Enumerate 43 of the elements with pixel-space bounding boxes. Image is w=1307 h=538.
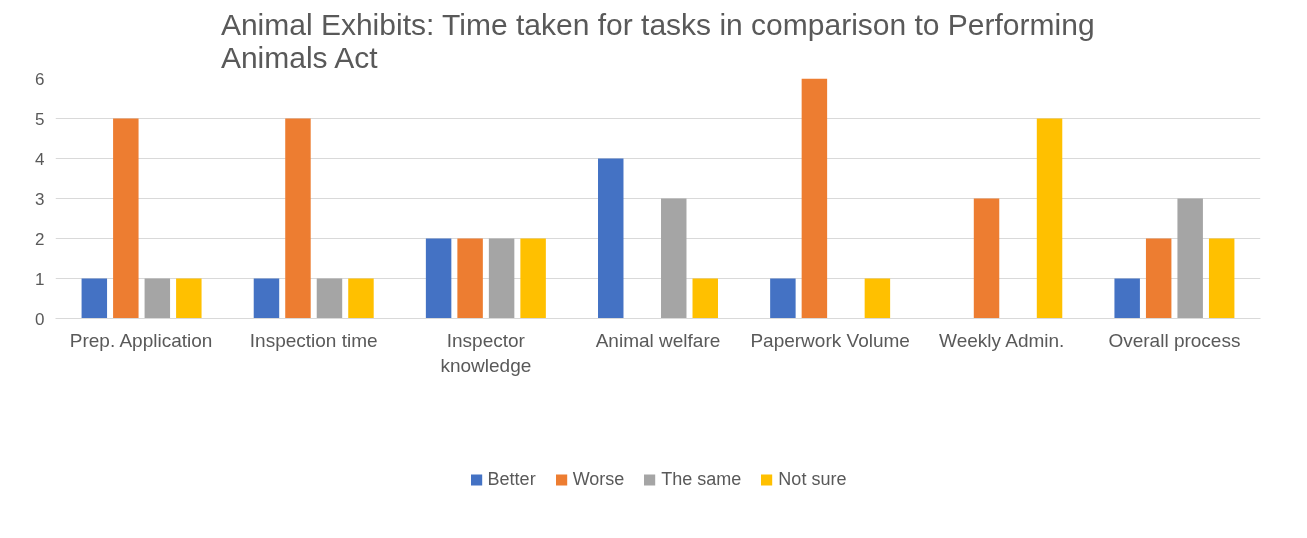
bar (176, 278, 202, 319)
bar (425, 238, 452, 319)
x-tick-label: Inspection time (249, 329, 378, 351)
bar (692, 278, 718, 319)
y-tick-label: 0 (35, 309, 45, 329)
bar (1177, 198, 1203, 319)
bar (661, 198, 687, 319)
x-tick-label: Animal welfare (595, 329, 721, 351)
x-tick-label: Weekly Admin. (939, 329, 1065, 351)
x-tick-label: Overall process (1108, 329, 1241, 351)
bar (144, 278, 171, 319)
y-tick-label: 1 (35, 269, 45, 289)
bar (598, 158, 624, 319)
bar (520, 238, 546, 319)
y-tick-label: 5 (35, 109, 45, 129)
bar (1114, 278, 1140, 319)
bar (457, 238, 483, 319)
bar (864, 278, 891, 319)
bar (113, 118, 139, 319)
chart-title: Animal Exhibits: Time taken for tasks in comparison to Performing Animals Act (220, 7, 1095, 74)
bar (1036, 118, 1063, 319)
x-tick-label: Paperwork Volume (750, 329, 910, 351)
legend-label: The same (661, 468, 742, 490)
y-tick-label: 3 (35, 189, 45, 209)
bar (801, 78, 828, 319)
x-tick-label: Inspector knowledge (440, 329, 532, 376)
legend-label: Better (487, 468, 536, 490)
bar (348, 278, 374, 319)
legend-label: Worse (572, 468, 625, 490)
legend-label: Not sure (778, 468, 847, 490)
bar (316, 278, 343, 319)
y-tick-label: 2 (35, 229, 45, 249)
bar (1208, 238, 1235, 319)
bar (285, 118, 311, 319)
bar (973, 198, 1000, 319)
y-tick-label: 6 (35, 69, 45, 89)
x-tick-label: Prep. Application (69, 329, 213, 351)
bar (81, 278, 108, 319)
bar (253, 278, 280, 319)
bar (488, 238, 515, 319)
y-tick-label: 4 (35, 149, 45, 169)
bar (770, 278, 796, 319)
bar (1145, 238, 1172, 319)
